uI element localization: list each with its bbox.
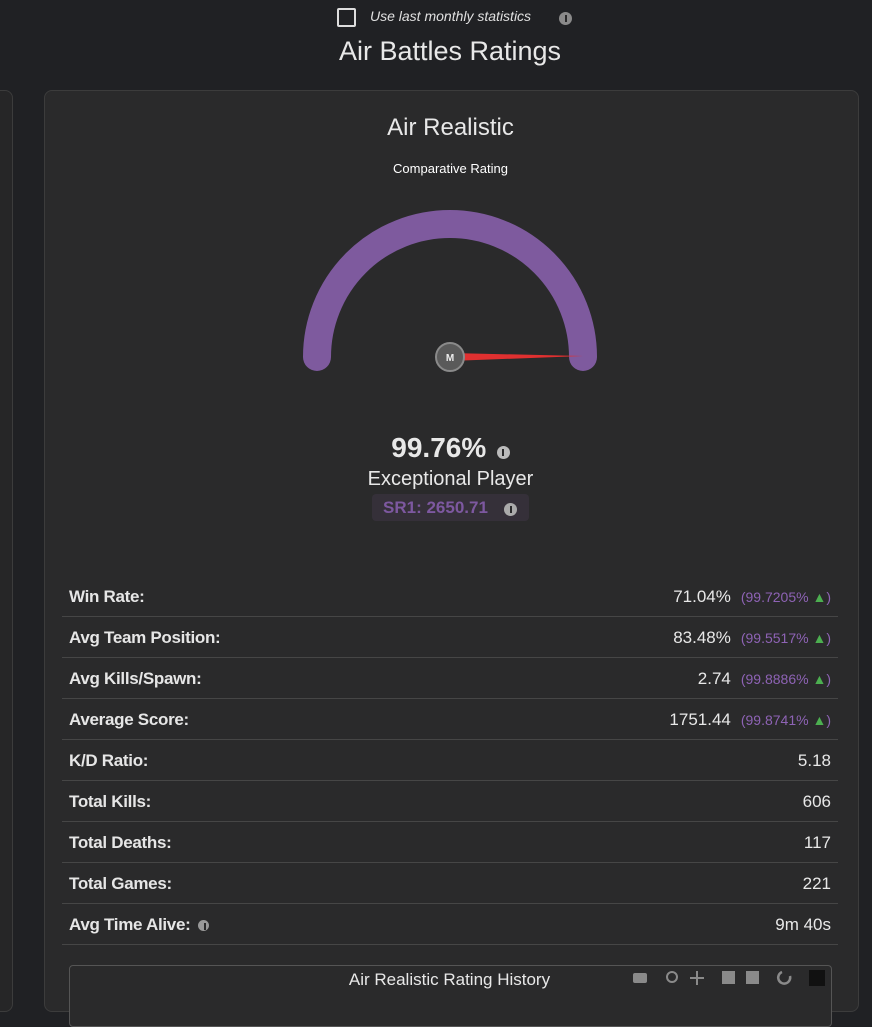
rating-value: 99.76% xyxy=(391,432,487,463)
stat-value: 117 xyxy=(803,833,831,852)
checkbox[interactable] xyxy=(337,8,356,27)
stat-right: 9m 40s xyxy=(775,915,831,935)
info-icon[interactable] xyxy=(559,12,572,26)
gauge: M xyxy=(303,210,597,372)
camera-icon[interactable] xyxy=(633,973,647,983)
logo-icon[interactable] xyxy=(809,970,825,986)
trend-arrow: ▲ xyxy=(812,671,827,687)
stat-row: Total Kills: 606 xyxy=(62,781,838,822)
stat-right: 83.48% (99.5517% ▲) xyxy=(673,628,831,648)
stat-label: K/D Ratio: xyxy=(69,751,149,770)
stat-value: 1751.44 xyxy=(669,710,731,729)
page-title: Air Battles Ratings xyxy=(338,36,562,66)
stat-value: 5.18 xyxy=(797,751,831,770)
stat-right: 221 xyxy=(803,874,831,894)
stat-row: Avg Kills/Spawn: 2.74 (99.8886% ▲) xyxy=(62,658,838,699)
rating-card xyxy=(44,90,859,1012)
stat-value: 71.04% xyxy=(673,587,731,606)
stat-right: 606 xyxy=(803,792,831,812)
history-title: Air Realistic Rating History xyxy=(348,970,551,989)
stat-label: Avg Kills/Spawn: xyxy=(69,669,202,688)
stat-right: 1751.44 (99.8741% ▲) xyxy=(669,710,831,730)
info-icon[interactable] xyxy=(504,503,517,516)
stat-value: 2.74 xyxy=(697,669,731,688)
stat-row: Average Score: 1751.44 (99.8741% ▲) xyxy=(62,699,838,740)
stat-label: Total Games: xyxy=(69,874,172,893)
info-icon[interactable] xyxy=(198,920,210,932)
zoom-icon[interactable] xyxy=(666,971,678,983)
card-title: Air Realistic xyxy=(387,114,514,141)
zoom-in-icon[interactable] xyxy=(722,971,735,984)
trend-arrow: ▲ xyxy=(812,712,827,728)
checkbox-label[interactable]: Use last monthly statistics xyxy=(370,8,532,24)
stat-label: Total Deaths: xyxy=(69,833,172,852)
gauge-knob xyxy=(435,342,465,372)
stat-row: Avg Team Position: 83.48% (99.5517% ▲) xyxy=(62,617,838,658)
side-card xyxy=(0,90,13,1012)
stat-right: 71.04% (99.7205% ▲) xyxy=(673,587,831,607)
gauge-needle xyxy=(449,353,583,361)
page: Use last monthly statistics Air Battles … xyxy=(0,8,859,1027)
stat-row: Avg Time Alive: 9m 40s xyxy=(62,904,838,945)
sr-badge: SR1: 2650.71 xyxy=(372,494,529,521)
stat-row: Total Games: 221 xyxy=(62,863,838,904)
trend-arrow: ▲ xyxy=(812,630,827,646)
reset-icon[interactable] xyxy=(777,970,792,985)
stat-percentile: (99.8741% ▲) xyxy=(740,712,831,728)
stat-right: 2.74 (99.8886% ▲) xyxy=(698,669,831,689)
sr-value: SR1: 2650.71 xyxy=(383,498,488,517)
info-icon[interactable] xyxy=(496,446,510,460)
rating-row: 99.76% xyxy=(44,432,857,464)
trend-arrow: ▲ xyxy=(812,589,827,605)
stat-value: 221 xyxy=(802,874,831,893)
chart-toolbar xyxy=(633,970,825,986)
stat-label: Avg Time Alive: xyxy=(69,915,210,935)
stat-right: 117 xyxy=(804,833,831,853)
stat-value: 606 xyxy=(802,792,831,811)
gauge-knob-label: M xyxy=(446,353,454,364)
stat-row: Win Rate: 71.04% (99.7205% ▲) xyxy=(62,576,838,617)
pan-icon[interactable] xyxy=(690,971,704,985)
stat-percentile: (99.8886% ▲) xyxy=(740,671,831,687)
stat-row: K/D Ratio: 5.18 xyxy=(62,740,838,781)
stat-label: Win Rate: xyxy=(69,587,145,606)
stat-label: Average Score: xyxy=(69,710,189,729)
rank: Exceptional Player xyxy=(367,468,534,490)
gauge-arc xyxy=(303,210,597,371)
stat-value: 83.48% xyxy=(673,628,731,647)
stat-percentile: (99.5517% ▲) xyxy=(740,630,831,646)
stat-row: Total Deaths: 117 xyxy=(62,822,838,863)
stat-percentile: (99.7205% ▲) xyxy=(740,589,831,605)
stat-right: 5.18 xyxy=(798,751,831,771)
zoom-out-icon[interactable] xyxy=(746,971,759,984)
stat-label: Avg Team Position: xyxy=(69,628,221,647)
stat-label: Total Kills: xyxy=(69,792,152,811)
gauge-title: Comparative Rating xyxy=(393,161,508,176)
stat-value: 9m 40s xyxy=(775,915,831,934)
